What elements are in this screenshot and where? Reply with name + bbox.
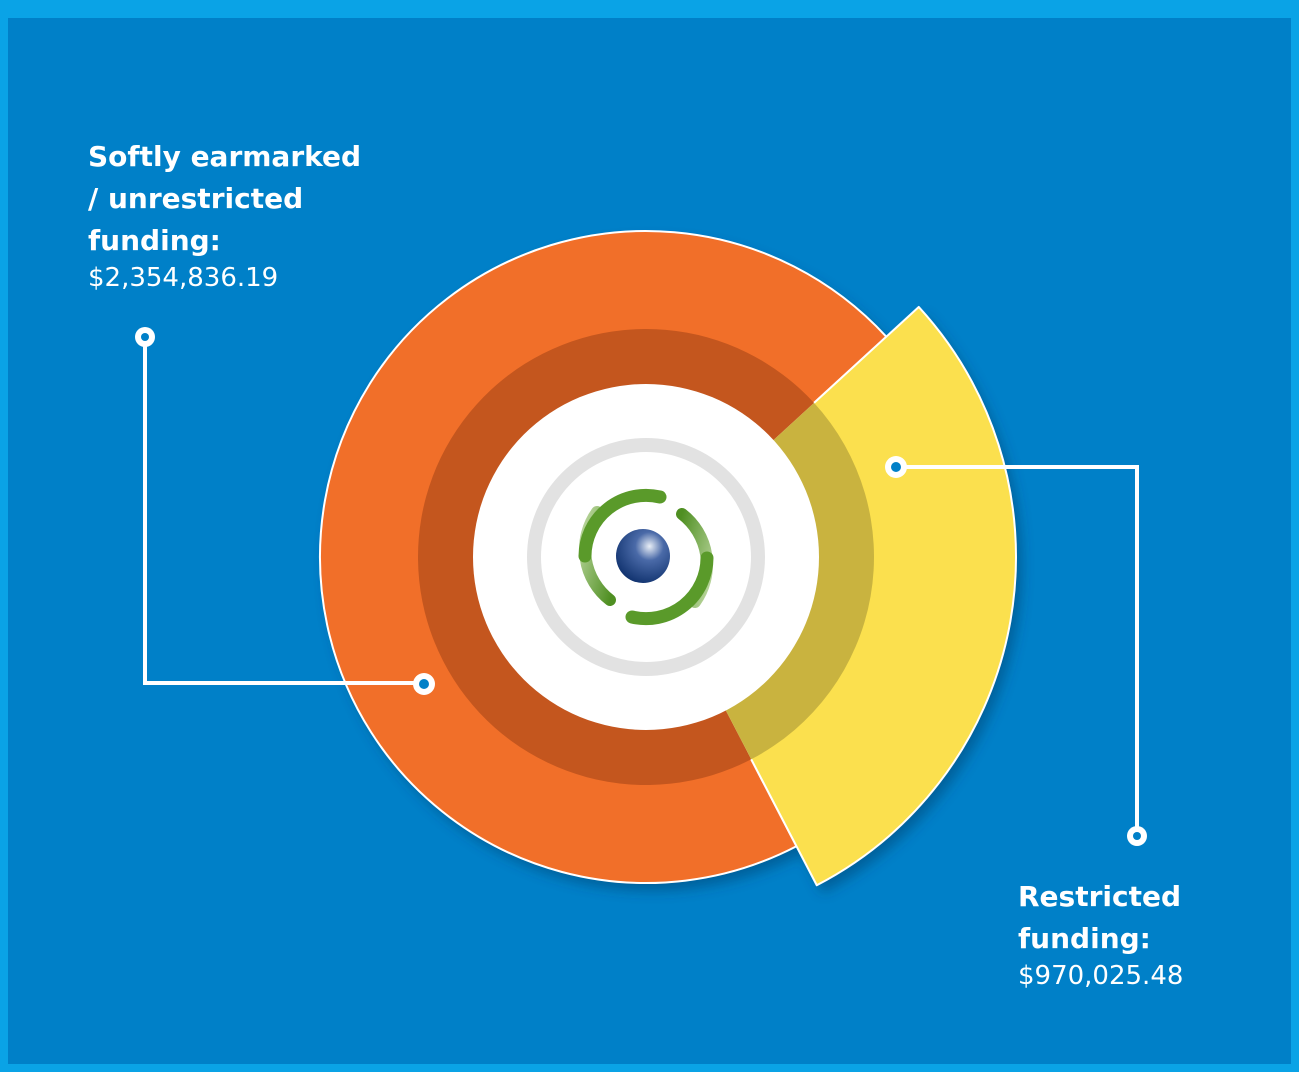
label-line: funding: (88, 224, 221, 257)
label-title-softly-earmarked: Softly earmarked / unrestricted funding: (88, 136, 418, 262)
label-line: Softly earmarked (88, 140, 362, 173)
organization-logo-icon (578, 488, 714, 626)
leader-lines (135, 327, 1147, 846)
leader-end-hole-restricted (1133, 832, 1141, 840)
label-line: Restricted (1018, 880, 1182, 913)
label-line: / unrestricted (88, 182, 304, 215)
leader-line-softly-earmarked (143, 337, 424, 685)
center-ring (527, 438, 765, 676)
logo-arc-upper-bold (578, 488, 667, 563)
leader-anchor-dot-restricted (891, 462, 901, 472)
label-softly-earmarked: Softly earmarked / unrestricted funding:… (88, 136, 418, 294)
leader-line-restricted (896, 465, 1139, 836)
label-title-restricted: Restricted funding: (1018, 876, 1278, 960)
logo-sphere (616, 529, 670, 583)
label-restricted: Restricted funding: $970,025.48 (1018, 876, 1278, 992)
logo-arc-lower-bold (625, 551, 714, 626)
label-value-restricted: $970,025.48 (1018, 961, 1184, 991)
leader-end-hole-softly-earmarked (141, 333, 149, 341)
label-line: funding: (1018, 922, 1151, 955)
leader-anchor-dot-softly-earmarked (419, 679, 429, 689)
label-value-softly-earmarked: $2,354,836.19 (88, 263, 279, 293)
